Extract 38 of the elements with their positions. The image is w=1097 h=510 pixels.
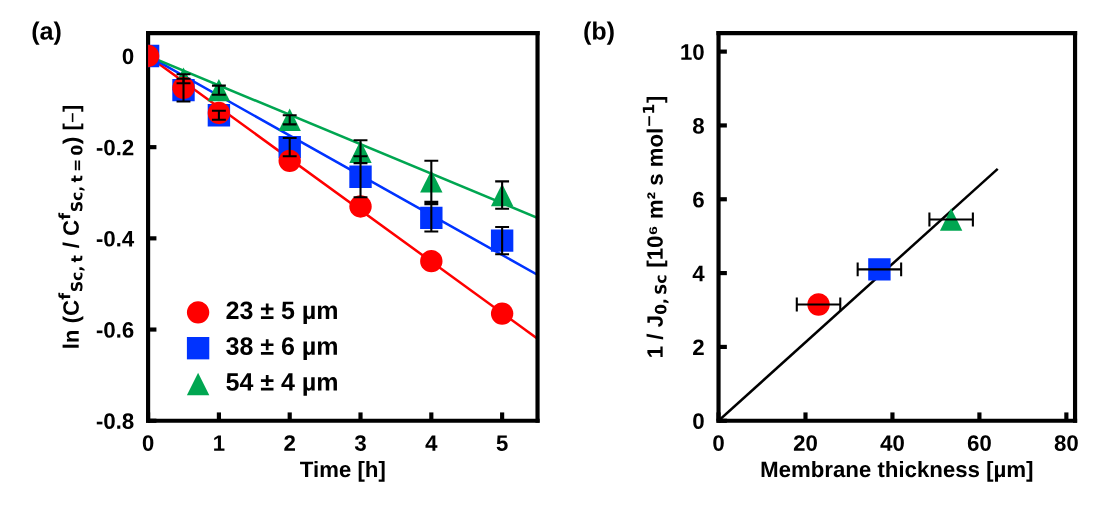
y-tick-label: 6 [693,191,704,208]
x-tick-label: 60 [967,435,991,451]
text: (b) [584,21,614,45]
y-tick-label: 10 [681,44,704,60]
text: (a) [32,21,61,45]
x-tick-label: 40 [880,435,904,451]
y-tick-label: 0 [693,413,704,430]
point [278,149,301,173]
x-tick-label: 20 [793,435,817,451]
point [420,249,443,273]
point [939,208,963,231]
legend-label: 54 ± 4 µm [226,373,337,396]
legend-label: 38 ± 6 µm [226,337,337,360]
y-tick-label: -0.4 [96,230,135,247]
y-axis-title: 1 / J$_{0,Sc}$ [10⁶ m² s mol$^{−1}$] [642,96,669,357]
y-tick-label: -0.2 [96,139,134,156]
x-tick-label: 3 [354,435,366,451]
x-axis-title: Time [h] [300,460,385,482]
x-tick-label: 2 [284,435,295,451]
x-tick-label: 5 [496,435,508,451]
x-tick-label: 0 [713,435,724,451]
y-tick-label: 4 [692,265,705,282]
x-tick-label: 80 [1054,435,1078,451]
y-tick-label: 8 [692,117,704,134]
y-tick-label: 2 [693,339,704,355]
point [490,229,514,252]
x-tick-label: 4 [425,435,438,451]
y-tick-label: -0.8 [96,413,134,430]
x-tick-label: 1 [214,435,225,451]
point [349,195,372,218]
legend-label: 23 ± 5 µm [226,301,337,325]
y-tick-label: -0.6 [96,322,134,338]
x-axis-title: Membrane thickness [µm] [761,460,1033,482]
y-axis-title: ln (C$^{f}$$_{Sc,t}$ / C$^{f}$$_{Sc,t=0}$) [–] [58,105,85,348]
point [868,258,891,281]
point [490,302,514,325]
y-tick-label: 0 [122,48,134,65]
x-tick-label: 0 [142,435,154,451]
